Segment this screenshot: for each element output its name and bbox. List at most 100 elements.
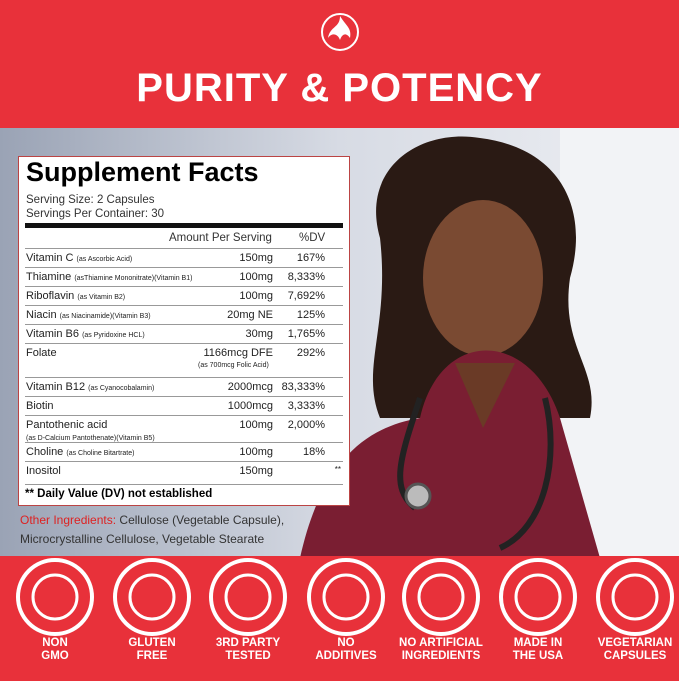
fact-row: Biotin 1000mcg 3,333%	[25, 396, 343, 416]
nutrient: Biotin	[26, 400, 226, 412]
fact-row: Pantothenic acid (as D-Calcium Pantothena…	[25, 415, 343, 443]
amount: 20mg NE	[227, 309, 273, 321]
daily-value: 3,333%	[287, 400, 325, 412]
nutrient-name: Biotin	[26, 400, 54, 412]
nutrient-name: Choline	[26, 446, 64, 458]
badge-label: 3RD PARTY	[215, 637, 281, 649]
badge-icon	[499, 558, 577, 636]
badge-label: VEGETARIAN	[597, 637, 673, 649]
daily-value: **	[334, 465, 341, 474]
amount: 1166mcg DFE	[203, 347, 274, 359]
amount: 100mg	[239, 290, 273, 302]
nutrient-name: Thiamine	[26, 271, 72, 283]
other-label: Other Ingredients:	[20, 513, 117, 527]
amount: 100mg	[239, 271, 273, 283]
daily-value: 8,333%	[287, 271, 325, 283]
footnote: ** Daily Value (DV) not established	[25, 484, 343, 500]
fact-row: Vitamin C (as Ascorbic Acid) 150mg 167%	[25, 248, 343, 268]
nutrient-name: Pantothenic acid	[26, 419, 108, 431]
fact-row: Folate 1166mcg DFE (as 700mcg Folic Acid) 2…	[25, 343, 343, 378]
nutrient-name: Vitamin C	[26, 252, 74, 264]
nutrient-source: (as Ascorbic Acid)	[76, 256, 133, 263]
badge-icon	[113, 558, 191, 636]
fact-row: Vitamin B12 (as Cyanocobalamin) 2000mcg 83…	[25, 377, 343, 397]
fact-row: Inositol 150mg **	[25, 461, 343, 481]
badge-label: MADE IN	[513, 637, 563, 649]
badge-glyph	[128, 573, 176, 621]
daily-value: 18%	[302, 446, 325, 458]
badge-label: TESTED	[225, 650, 271, 662]
nutrient-source: (asThiamine Mononitrate)(Vitamin B1)	[74, 275, 193, 282]
amount-note: (as 700mcg Folic Acid)	[198, 362, 269, 369]
badge-label: NO	[337, 637, 355, 649]
badge-label: NO ARTIFICIAL	[399, 637, 483, 649]
divider	[25, 223, 343, 228]
nutrient-name: Folate	[26, 347, 57, 359]
badge-icon	[402, 558, 480, 636]
nutrient-source: (as Niacinamide)(Vitamin B3)	[59, 313, 151, 320]
nutrient: Inositol	[26, 465, 226, 477]
nutrient-source: (as Choline Bitartrate)	[66, 450, 135, 457]
badge-label: INGREDIENTS	[401, 650, 481, 662]
column-header: Amount Per Serving	[169, 232, 272, 244]
nutrient: Vitamin C (as Ascorbic Acid)	[26, 252, 226, 264]
amount: 100mg	[239, 419, 273, 431]
badge-glyph	[611, 573, 659, 621]
fact-row: Vitamin B6 (as Pyridoxine HCL) 30mg 1,765%	[25, 324, 343, 344]
logo	[321, 13, 359, 51]
badge-icon	[596, 558, 674, 636]
badge-glyph	[224, 573, 272, 621]
nutrient-name: Inositol	[26, 465, 61, 477]
amount: 150mg	[239, 465, 273, 477]
daily-value: 292%	[296, 347, 325, 359]
nutrient: Thiamine (asThiamine Mononitrate)(Vitami…	[26, 271, 226, 283]
serving-size: Serving Size: 2 Capsules	[26, 194, 155, 206]
amount: 30mg	[245, 328, 273, 340]
nutrient-name: Niacin	[26, 309, 57, 321]
amount: 1000mcg	[227, 400, 273, 412]
header-band: PURITY & POTENCY	[0, 0, 679, 128]
nutrient-name: Vitamin B12	[26, 381, 86, 393]
nutrient-name: Riboflavin	[26, 290, 75, 302]
panel-title: Supplement Facts	[26, 157, 259, 187]
title: PURITY & POTENCY	[136, 66, 543, 110]
badge-glyph	[31, 573, 79, 621]
servings-per-container: Servings Per Container: 30	[26, 208, 165, 220]
badge-label: ADDITIVES	[315, 650, 377, 662]
daily-value: 2,000%	[287, 419, 325, 431]
amount: 100mg	[239, 446, 273, 458]
badge-icon	[16, 558, 94, 636]
daily-value: 167%	[296, 252, 325, 264]
amount: 150mg	[239, 252, 273, 264]
nutrient: Vitamin B12 (as Cyanocobalamin)	[26, 381, 226, 393]
fact-row: Riboflavin (as Vitamin B2) 100mg 7,692%	[25, 286, 343, 306]
badge-label: GLUTEN	[128, 637, 176, 649]
supplement-facts-panel: Supplement Facts Serving Size: 2 Capsule…	[18, 156, 350, 506]
nutrient: Folate	[26, 347, 226, 359]
nutrient-source: (as Pyridoxine HCL)	[82, 332, 145, 339]
other-text: Cellulose (Vegetable Capsule), Microcrys…	[20, 513, 285, 546]
nutrient: Riboflavin (as Vitamin B2)	[26, 290, 226, 302]
badge-icon	[307, 558, 385, 636]
badge-label: THE USA	[512, 650, 564, 662]
badge-glyph	[514, 573, 562, 621]
nutrient: Vitamin B6 (as Pyridoxine HCL)	[26, 328, 226, 340]
nutrient-source: (as Cyanocobalamin)	[88, 385, 155, 392]
nutrient-name: Vitamin B6	[26, 328, 79, 340]
badge-label: CAPSULES	[603, 650, 667, 662]
nutrient-source: (as Vitamin B2)	[77, 294, 126, 301]
badge-label: FREE	[136, 650, 168, 662]
nutrient-source: (as D-Calcium Pantothenate)(Vitamin B5)	[26, 435, 155, 442]
badge-icon	[209, 558, 287, 636]
fact-row: Choline (as Choline Bitartrate) 100mg 18%	[25, 442, 343, 462]
fact-row: Niacin (as Niacinamide)(Vitamin B3) 20mg …	[25, 305, 343, 325]
daily-value: 125%	[296, 309, 325, 321]
fact-row: Thiamine (asThiamine Mononitrate)(Vitami…	[25, 267, 343, 287]
badge-label: NON	[42, 637, 68, 649]
daily-value: 83,333%	[281, 381, 325, 393]
daily-value: 7,692%	[287, 290, 325, 302]
other-ingredients: Other Ingredients: Cellulose (Vegetable …	[20, 511, 320, 549]
column-header: %DV	[299, 232, 326, 244]
daily-value: 1,765%	[287, 328, 325, 340]
